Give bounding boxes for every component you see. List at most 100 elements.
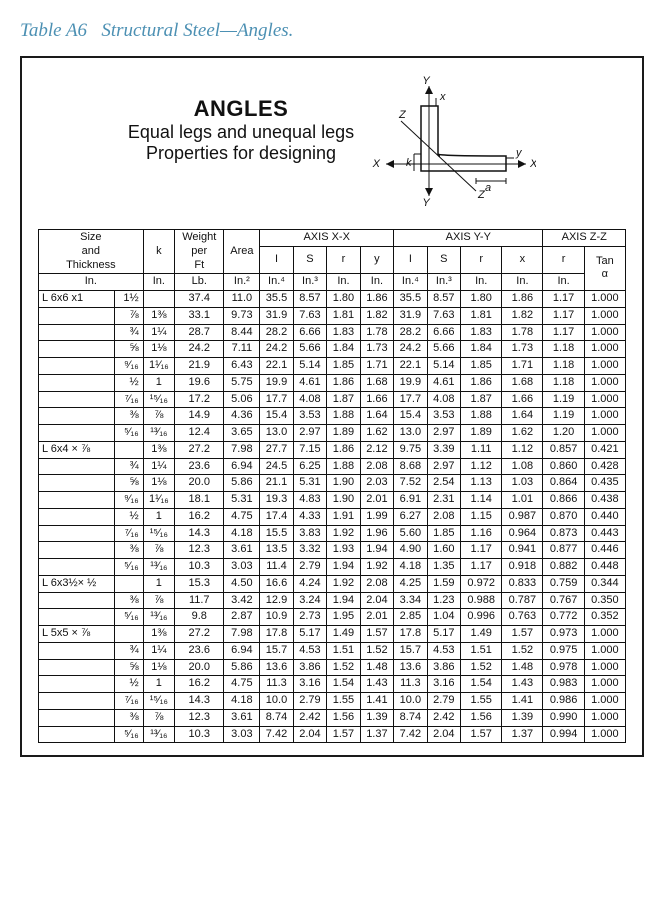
hdr-axis-yy: AXIS Y-Y (394, 230, 543, 247)
cell-k: 1⅜ (143, 441, 174, 458)
cell-Sx: 4.83 (293, 492, 326, 509)
cell-size (39, 475, 115, 492)
cell-wt: 27.2 (175, 626, 224, 643)
cell-rz: 1.17 (543, 307, 584, 324)
cell-wt: 11.7 (175, 592, 224, 609)
cell-x: 0.918 (502, 559, 543, 576)
title-line3: Properties for designing (128, 143, 354, 164)
cell-rx: 1.81 (327, 307, 360, 324)
cell-y: 1.64 (360, 408, 393, 425)
cell-y: 2.12 (360, 441, 393, 458)
cell-x: 1.41 (502, 693, 543, 710)
unit-size: In. (39, 274, 144, 291)
cell-area: 2.87 (224, 609, 260, 626)
cell-ry: 1.51 (461, 642, 502, 659)
cell-Sx: 3.24 (293, 592, 326, 609)
cell-k: 1⅛ (143, 341, 174, 358)
table-head: SizeandThickness k WeightperFt Area AXIS… (39, 230, 626, 291)
cell-area: 4.75 (224, 508, 260, 525)
cell-tan: 1.000 (584, 391, 625, 408)
cell-size (39, 726, 115, 743)
table-row: ⁹⁄₁₆1¹⁄₁₆21.96.4322.15.141.851.7122.15.1… (39, 358, 626, 375)
cell-tan: 0.438 (584, 492, 625, 509)
cell-Sy: 1.23 (427, 592, 460, 609)
cell-area: 4.75 (224, 676, 260, 693)
cell-thk: ⅜ (115, 592, 143, 609)
cell-Sy: 5.14 (427, 358, 460, 375)
table-row: ¾1¼28.78.4428.26.661.831.7828.26.661.831… (39, 324, 626, 341)
hdr-tan: Tanα (584, 246, 625, 290)
cell-rz: 0.990 (543, 709, 584, 726)
cell-Sx: 6.66 (293, 324, 326, 341)
hdr-Iy: I (394, 246, 427, 274)
cell-ry: 1.87 (461, 391, 502, 408)
cell-x: 1.52 (502, 642, 543, 659)
cell-Sx: 5.14 (293, 358, 326, 375)
cell-x: 1.01 (502, 492, 543, 509)
cell-thk (115, 441, 143, 458)
table-row: ⁵⁄₁₆¹³⁄₁₆9.82.8710.92.731.952.012.851.04… (39, 609, 626, 626)
cell-Sx: 3.83 (293, 525, 326, 542)
cell-thk: ⁵⁄₁₆ (115, 609, 143, 626)
cell-Sy: 5.17 (427, 626, 460, 643)
cell-Iy: 31.9 (394, 307, 427, 324)
cell-tan: 1.000 (584, 324, 625, 341)
cell-Ix: 17.4 (260, 508, 293, 525)
table-row: ⁷⁄₁₆¹⁵⁄₁₆14.34.1810.02.791.551.4110.02.7… (39, 693, 626, 710)
cell-ry: 0.988 (461, 592, 502, 609)
unit-y: In. (360, 274, 393, 291)
lbl-x: x (439, 91, 446, 103)
cell-area: 3.65 (224, 425, 260, 442)
cell-thk: ½ (115, 676, 143, 693)
cell-rx: 1.90 (327, 492, 360, 509)
cell-rz: 0.860 (543, 458, 584, 475)
cell-k: 1¼ (143, 458, 174, 475)
cell-Iy: 10.0 (394, 693, 427, 710)
cell-thk: ⁵⁄₁₆ (115, 726, 143, 743)
cell-Sy: 1.85 (427, 525, 460, 542)
cell-wt: 14.9 (175, 408, 224, 425)
cell-ry: 1.12 (461, 458, 502, 475)
cell-ry: 1.56 (461, 709, 502, 726)
unit-Iy: In.⁴ (394, 274, 427, 291)
cell-thk: ⁵⁄₁₆ (115, 559, 143, 576)
cell-y: 1.78 (360, 324, 393, 341)
cell-rx: 1.92 (327, 525, 360, 542)
cell-y: 1.73 (360, 341, 393, 358)
cell-Sx: 6.25 (293, 458, 326, 475)
cell-Iy: 17.8 (394, 626, 427, 643)
cell-rx: 1.87 (327, 391, 360, 408)
cell-thk: ⁹⁄₁₆ (115, 492, 143, 509)
cell-ry: 0.996 (461, 609, 502, 626)
cell-y: 1.99 (360, 508, 393, 525)
lbl-Z: Z (398, 109, 407, 121)
cell-Ix: 15.4 (260, 408, 293, 425)
cell-area: 5.06 (224, 391, 260, 408)
cell-wt: 14.3 (175, 525, 224, 542)
unit-Sx: In.³ (293, 274, 326, 291)
cell-k: ⅞ (143, 542, 174, 559)
table-row: ⅝1⅛20.05.8613.63.861.521.4813.63.861.521… (39, 659, 626, 676)
table-row: ⅝1⅛24.27.1124.25.661.841.7324.25.661.841… (39, 341, 626, 358)
cell-k (143, 291, 174, 308)
cell-y: 1.68 (360, 374, 393, 391)
cell-wt: 12.4 (175, 425, 224, 442)
lbl-X2: X (372, 158, 381, 170)
cell-Ix: 8.74 (260, 709, 293, 726)
cell-area: 8.44 (224, 324, 260, 341)
cell-size (39, 525, 115, 542)
cell-thk (115, 626, 143, 643)
cell-Sy: 6.66 (427, 324, 460, 341)
cell-Sy: 3.16 (427, 676, 460, 693)
hdr-axis-xx: AXIS X-X (260, 230, 394, 247)
cell-Iy: 13.0 (394, 425, 427, 442)
cell-x: 1.39 (502, 709, 543, 726)
cell-Ix: 7.42 (260, 726, 293, 743)
cell-area: 5.86 (224, 475, 260, 492)
cell-wt: 18.1 (175, 492, 224, 509)
cell-tan: 0.428 (584, 458, 625, 475)
cell-k: ¹³⁄₁₆ (143, 609, 174, 626)
cell-thk: ⁷⁄₁₆ (115, 391, 143, 408)
cell-rz: 0.986 (543, 693, 584, 710)
cell-Sx: 4.24 (293, 575, 326, 592)
